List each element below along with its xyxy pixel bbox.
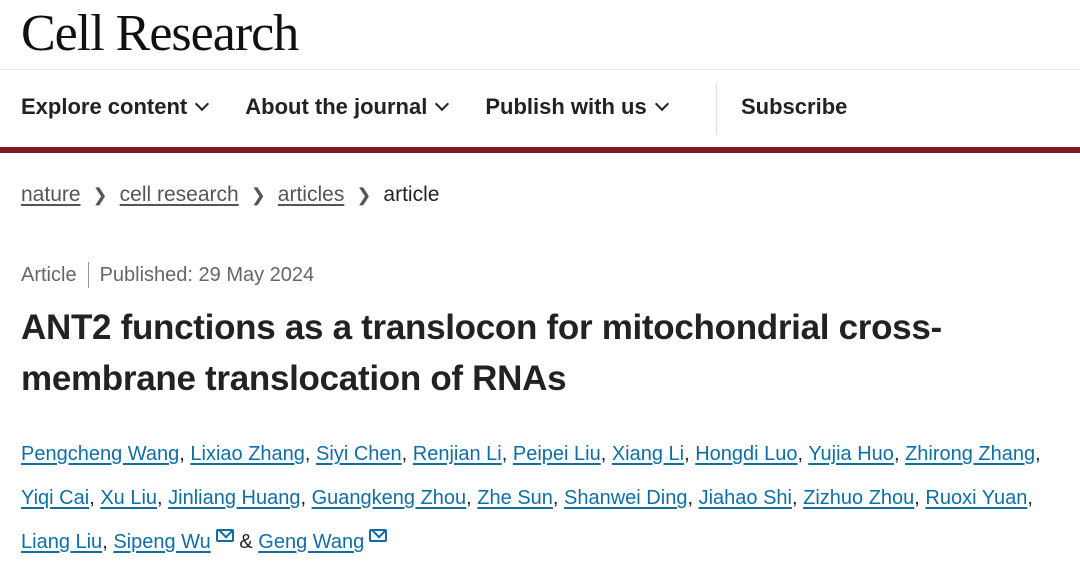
main-nav: Explore content About the journal Publis… — [21, 94, 705, 120]
nav-publish-with-us[interactable]: Publish with us — [485, 94, 669, 120]
author-conjunction: & — [239, 531, 253, 553]
author-item: Shanwei Ding — [564, 487, 687, 509]
nav-label: About the journal — [245, 94, 428, 119]
author-list: Pengcheng Wang, Lixiao Zhang, Siyi Chen,… — [21, 443, 1041, 553]
author-link[interactable]: Geng Wang — [258, 531, 365, 553]
author-link[interactable]: Hongdi Luo — [695, 443, 798, 465]
author-link[interactable]: Xu Liu — [100, 487, 158, 509]
breadcrumb-current: article — [383, 183, 440, 206]
author-link[interactable]: Yujia Huo — [808, 443, 894, 465]
nav-about-journal[interactable]: About the journal — [245, 94, 450, 120]
chevron-right-icon: ❯ — [356, 184, 372, 205]
author-link[interactable]: Zizhuo Zhou — [803, 487, 915, 509]
author-link[interactable]: Guangkeng Zhou — [311, 487, 467, 509]
author-link[interactable]: Peipei Liu — [512, 443, 601, 465]
chevron-down-icon — [654, 96, 669, 112]
chevron-down-icon — [195, 96, 210, 112]
chevron-right-icon: ❯ — [250, 184, 266, 205]
nav-label: Publish with us — [485, 94, 647, 119]
article-title: ANT2 functions as a translocon for mitoc… — [21, 308, 942, 398]
author-item: Liang Liu — [21, 531, 102, 553]
author-link[interactable]: Sipeng Wu — [113, 531, 211, 553]
author-item: Zhe Sun — [477, 487, 553, 509]
author-link[interactable]: Siyi Chen — [316, 443, 402, 465]
breadcrumb-articles[interactable]: articles — [277, 183, 345, 206]
author-link[interactable]: Ruoxi Yuan — [925, 487, 1028, 509]
author-item: Yujia Huo — [808, 443, 894, 465]
author-item: Xu Liu — [100, 487, 157, 509]
author-link[interactable]: Yiqi Cai — [21, 487, 90, 509]
author-item: Zizhuo Zhou — [803, 487, 914, 509]
author-item: Sipeng Wu — [113, 529, 234, 553]
breadcrumb-cell-research[interactable]: cell research — [119, 183, 239, 206]
author-link[interactable]: Shanwei Ding — [564, 487, 688, 509]
author-link[interactable]: Liang Liu — [21, 531, 103, 553]
divider — [0, 69, 1080, 70]
breadcrumb: nature ❯ cell research ❯ articles ❯ article — [21, 183, 439, 207]
author-item: Lixiao Zhang — [190, 443, 305, 465]
article-meta: Article Published: 29 May 2024 — [21, 262, 314, 288]
author-link[interactable]: Zhirong Zhang — [905, 443, 1036, 465]
article-type: Article — [21, 263, 77, 286]
author-item: Ruoxi Yuan — [925, 487, 1027, 509]
chevron-down-icon — [435, 96, 450, 112]
journal-logo[interactable]: Cell Research — [21, 5, 299, 62]
author-link[interactable]: Xiang Li — [611, 443, 685, 465]
author-item: Xiang Li — [612, 443, 684, 465]
published-date: Published: 29 May 2024 — [99, 263, 315, 286]
nav-divider — [716, 83, 717, 135]
author-link[interactable]: Jinliang Huang — [168, 487, 301, 509]
author-item: Jiahao Shi — [699, 487, 792, 509]
author-item: Guangkeng Zhou — [312, 487, 467, 509]
mail-icon[interactable] — [369, 529, 388, 542]
nav-label: Explore content — [21, 94, 188, 119]
author-item: Siyi Chen — [316, 443, 402, 465]
author-link[interactable]: Renjian Li — [412, 443, 502, 465]
author-item: Zhirong Zhang — [905, 443, 1035, 465]
mail-icon[interactable] — [215, 529, 234, 542]
accent-bar — [0, 147, 1080, 153]
author-item: Hongdi Luo — [695, 443, 797, 465]
author-item: Renjian Li — [413, 443, 502, 465]
author-link[interactable]: Lixiao Zhang — [190, 443, 305, 465]
author-link[interactable]: Zhe Sun — [477, 487, 553, 509]
breadcrumb-nature[interactable]: nature — [21, 183, 81, 206]
author-item: Jinliang Huang — [168, 487, 300, 509]
author-item: Yiqi Cai — [21, 487, 89, 509]
author-link[interactable]: Jiahao Shi — [698, 487, 792, 509]
author-item: Geng Wang — [258, 529, 388, 553]
author-item: Peipei Liu — [513, 443, 601, 465]
author-link[interactable]: Pengcheng Wang — [21, 443, 180, 465]
author-item: Pengcheng Wang — [21, 443, 179, 465]
chevron-right-icon: ❯ — [92, 184, 108, 205]
divider — [87, 262, 89, 288]
subscribe-link[interactable]: Subscribe — [741, 94, 848, 119]
nav-explore-content[interactable]: Explore content — [21, 94, 210, 120]
